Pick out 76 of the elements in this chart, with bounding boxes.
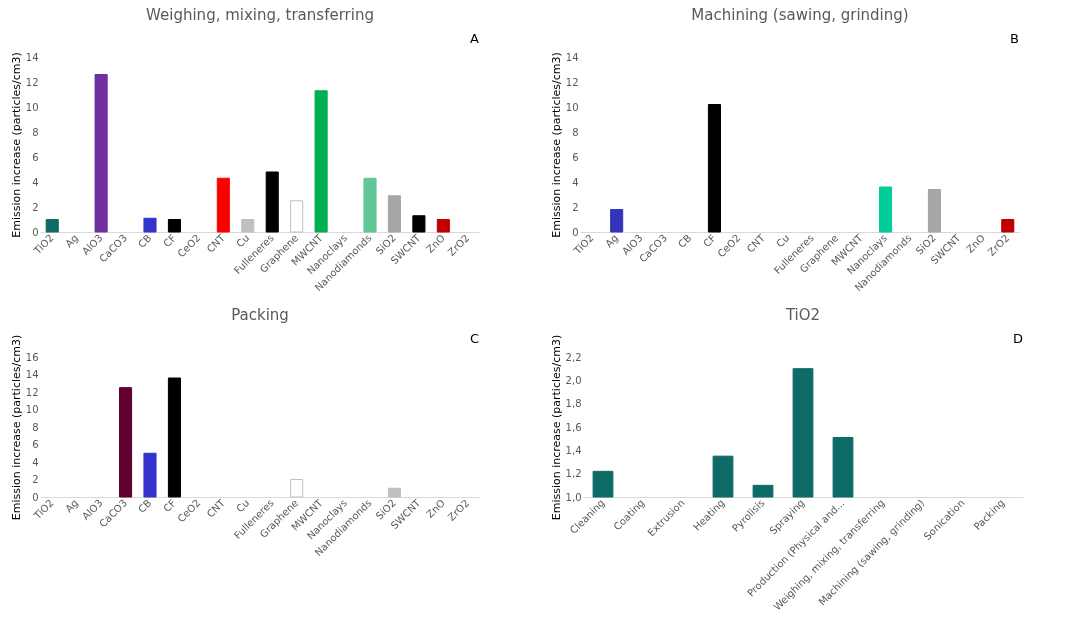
bar (167, 219, 181, 233)
bar (94, 74, 108, 233)
chart-title: Packing (231, 306, 289, 324)
bar (707, 104, 721, 233)
y-axis-title: Emission increase (particles/cm3) (549, 52, 563, 238)
y-tick-label: 10 (25, 101, 39, 113)
bar (387, 195, 401, 233)
text: A (470, 31, 479, 46)
bar (143, 452, 157, 498)
y-tick-label: 1,4 (565, 444, 582, 456)
x-tick-label: Ag (63, 497, 81, 515)
bar (143, 217, 157, 233)
bar (216, 177, 230, 233)
x-tick-label: CB (135, 497, 154, 515)
y-tick-label: 4 (572, 176, 579, 188)
y-axis-title: Emission increase (particles/cm3) (9, 334, 23, 521)
chart-title: Weighing, mixing, transferring (146, 6, 374, 24)
bar (436, 219, 450, 233)
y-tick-label: 14 (565, 51, 579, 63)
y-tick-label: 1,2 (565, 468, 582, 480)
y-tick-label: 2,2 (565, 351, 582, 363)
y-tick-label: 6 (572, 151, 579, 163)
bar (241, 219, 255, 233)
y-tick-label: 0 (32, 226, 39, 238)
text: C (470, 331, 480, 346)
bar (412, 215, 426, 233)
x-tick-label: CB (675, 232, 694, 250)
text: B (1010, 31, 1019, 46)
x-tick-label: CF (701, 232, 719, 250)
y-tick-label: 2 (32, 201, 39, 213)
y-tick-label: 14 (25, 369, 39, 380)
y-tick-label: 8 (32, 126, 39, 138)
y-tick-label: 10 (25, 404, 39, 415)
chart-title: Machining (sawing, grinding) (691, 6, 909, 24)
y-tick-label: 10 (565, 101, 579, 113)
bar (927, 189, 941, 233)
x-tick-label: CF (161, 497, 179, 515)
y-tick-label: 0 (32, 491, 39, 503)
y-tick-label: 1,0 (565, 491, 582, 503)
bar (387, 487, 401, 498)
bar (314, 90, 328, 233)
x-tick-label: Ag (603, 232, 621, 250)
x-tick-label: CF (161, 232, 179, 250)
y-tick-label: 6 (32, 151, 39, 163)
x-tick-label: Ag (63, 232, 81, 250)
bar (1001, 219, 1015, 233)
y-axis-title: Emission increase (particles/cm3) (549, 334, 563, 521)
y-tick-label: 12 (565, 76, 579, 88)
y-tick-label: 14 (25, 51, 39, 63)
y-tick-label: 1,6 (565, 421, 582, 433)
bar (363, 177, 377, 233)
y-tick-label: 2,0 (565, 374, 582, 386)
y-tick-label: 1,8 (565, 398, 582, 410)
y-tick-label: 16 (25, 351, 39, 363)
y-tick-label: 0 (572, 226, 579, 238)
bar (119, 387, 133, 498)
chart-title: TiO2 (784, 306, 821, 324)
y-tick-label: 8 (572, 126, 579, 138)
y-tick-label: 12 (25, 76, 39, 88)
y-tick-label: 4 (32, 176, 39, 188)
y-tick-label: 2 (572, 201, 579, 213)
x-tick-label: CB (135, 232, 154, 250)
y-tick-label: 4 (32, 456, 39, 468)
bar (290, 479, 304, 498)
y-tick-label: 2 (32, 474, 39, 485)
bar (610, 209, 624, 233)
y-axis-title: Emission increase (particles/cm3) (9, 52, 23, 238)
y-tick-label: 6 (32, 439, 39, 450)
bar (265, 171, 279, 233)
y-tick-label: 8 (32, 421, 39, 433)
text: D (1013, 331, 1024, 346)
y-tick-label: 12 (25, 386, 39, 398)
bar (290, 200, 304, 233)
bar (879, 186, 893, 233)
bar (167, 377, 181, 498)
bar (45, 219, 59, 233)
